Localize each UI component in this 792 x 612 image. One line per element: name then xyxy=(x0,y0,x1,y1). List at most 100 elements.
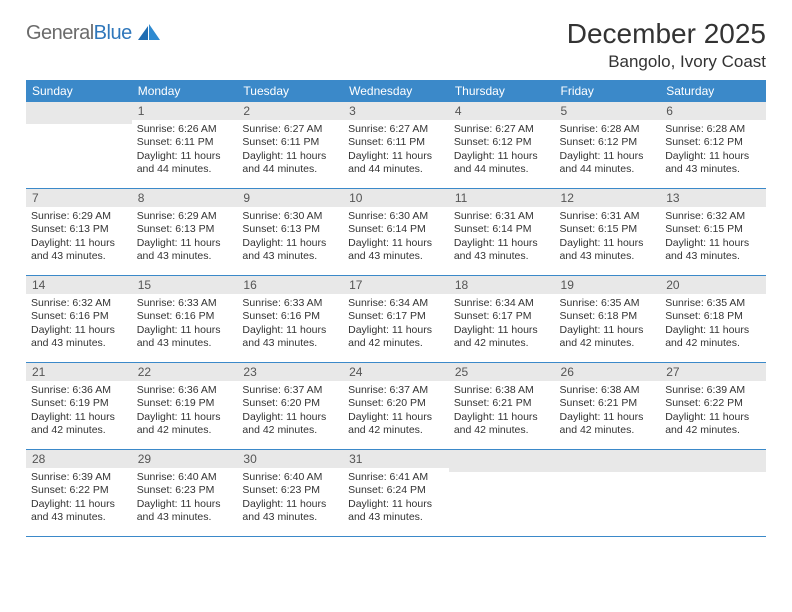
daylight-text: Daylight: 11 hours and 43 minutes. xyxy=(31,237,127,264)
day-number: 7 xyxy=(26,189,132,207)
sunrise-text: Sunrise: 6:32 AM xyxy=(31,297,127,310)
sunset-text: Sunset: 6:23 PM xyxy=(242,484,338,497)
day-details: Sunrise: 6:38 AMSunset: 6:21 PMDaylight:… xyxy=(449,381,555,442)
sunrise-text: Sunrise: 6:36 AM xyxy=(31,384,127,397)
sunset-text: Sunset: 6:12 PM xyxy=(454,136,550,149)
calendar-day-cell: 24Sunrise: 6:37 AMSunset: 6:20 PMDayligh… xyxy=(343,363,449,450)
calendar-day-cell: 8Sunrise: 6:29 AMSunset: 6:13 PMDaylight… xyxy=(132,189,238,276)
sunset-text: Sunset: 6:15 PM xyxy=(560,223,656,236)
day-number: 8 xyxy=(132,189,238,207)
sunrise-text: Sunrise: 6:34 AM xyxy=(454,297,550,310)
calendar-day-cell: 9Sunrise: 6:30 AMSunset: 6:13 PMDaylight… xyxy=(237,189,343,276)
sunset-text: Sunset: 6:14 PM xyxy=(454,223,550,236)
brand-logo: GeneralBlue xyxy=(26,18,160,45)
brand-part2: Blue xyxy=(94,22,132,44)
calendar-day-cell: 19Sunrise: 6:35 AMSunset: 6:18 PMDayligh… xyxy=(555,276,661,363)
sunset-text: Sunset: 6:13 PM xyxy=(137,223,233,236)
day-header: Tuesday xyxy=(237,80,343,102)
day-details: Sunrise: 6:27 AMSunset: 6:11 PMDaylight:… xyxy=(237,120,343,181)
calendar-day-cell: 30Sunrise: 6:40 AMSunset: 6:23 PMDayligh… xyxy=(237,450,343,537)
sunrise-text: Sunrise: 6:41 AM xyxy=(348,471,444,484)
day-number: 23 xyxy=(237,363,343,381)
sunset-text: Sunset: 6:18 PM xyxy=(560,310,656,323)
day-details: Sunrise: 6:34 AMSunset: 6:17 PMDaylight:… xyxy=(449,294,555,355)
sunset-text: Sunset: 6:22 PM xyxy=(31,484,127,497)
day-details: Sunrise: 6:32 AMSunset: 6:16 PMDaylight:… xyxy=(26,294,132,355)
calendar-table: Sunday Monday Tuesday Wednesday Thursday… xyxy=(26,80,766,537)
daylight-text: Daylight: 11 hours and 42 minutes. xyxy=(454,324,550,351)
day-number: 29 xyxy=(132,450,238,468)
calendar-day-cell: 18Sunrise: 6:34 AMSunset: 6:17 PMDayligh… xyxy=(449,276,555,363)
sunrise-text: Sunrise: 6:31 AM xyxy=(560,210,656,223)
day-number: 13 xyxy=(660,189,766,207)
sunset-text: Sunset: 6:23 PM xyxy=(137,484,233,497)
day-details: Sunrise: 6:35 AMSunset: 6:18 PMDaylight:… xyxy=(555,294,661,355)
month-title: December 2025 xyxy=(567,18,766,50)
sunset-text: Sunset: 6:17 PM xyxy=(454,310,550,323)
daylight-text: Daylight: 11 hours and 43 minutes. xyxy=(348,498,444,525)
daylight-text: Daylight: 11 hours and 43 minutes. xyxy=(665,237,761,264)
calendar-day-cell xyxy=(449,450,555,537)
sunrise-text: Sunrise: 6:27 AM xyxy=(454,123,550,136)
daylight-text: Daylight: 11 hours and 42 minutes. xyxy=(560,324,656,351)
day-header: Sunday xyxy=(26,80,132,102)
location-label: Bangolo, Ivory Coast xyxy=(567,52,766,72)
day-header: Wednesday xyxy=(343,80,449,102)
day-number: 4 xyxy=(449,102,555,120)
sunset-text: Sunset: 6:20 PM xyxy=(242,397,338,410)
day-details xyxy=(449,472,555,529)
sunset-text: Sunset: 6:14 PM xyxy=(348,223,444,236)
calendar-day-cell: 27Sunrise: 6:39 AMSunset: 6:22 PMDayligh… xyxy=(660,363,766,450)
sunrise-text: Sunrise: 6:30 AM xyxy=(348,210,444,223)
day-number: 26 xyxy=(555,363,661,381)
day-number: 1 xyxy=(132,102,238,120)
day-number: 21 xyxy=(26,363,132,381)
day-details: Sunrise: 6:28 AMSunset: 6:12 PMDaylight:… xyxy=(555,120,661,181)
calendar-day-cell: 4Sunrise: 6:27 AMSunset: 6:12 PMDaylight… xyxy=(449,102,555,189)
day-header: Thursday xyxy=(449,80,555,102)
calendar-day-cell: 13Sunrise: 6:32 AMSunset: 6:15 PMDayligh… xyxy=(660,189,766,276)
sunrise-text: Sunrise: 6:28 AM xyxy=(665,123,761,136)
day-details: Sunrise: 6:31 AMSunset: 6:15 PMDaylight:… xyxy=(555,207,661,268)
calendar-week-row: 14Sunrise: 6:32 AMSunset: 6:16 PMDayligh… xyxy=(26,276,766,363)
day-number: 11 xyxy=(449,189,555,207)
day-details: Sunrise: 6:30 AMSunset: 6:14 PMDaylight:… xyxy=(343,207,449,268)
daylight-text: Daylight: 11 hours and 44 minutes. xyxy=(137,150,233,177)
day-number: 2 xyxy=(237,102,343,120)
day-number: 27 xyxy=(660,363,766,381)
day-details: Sunrise: 6:29 AMSunset: 6:13 PMDaylight:… xyxy=(132,207,238,268)
calendar-week-row: 28Sunrise: 6:39 AMSunset: 6:22 PMDayligh… xyxy=(26,450,766,537)
sunset-text: Sunset: 6:13 PM xyxy=(31,223,127,236)
title-block: December 2025 Bangolo, Ivory Coast xyxy=(567,18,766,72)
daylight-text: Daylight: 11 hours and 42 minutes. xyxy=(560,411,656,438)
sunrise-text: Sunrise: 6:39 AM xyxy=(665,384,761,397)
daylight-text: Daylight: 11 hours and 44 minutes. xyxy=(242,150,338,177)
day-number: 15 xyxy=(132,276,238,294)
calendar-day-cell: 3Sunrise: 6:27 AMSunset: 6:11 PMDaylight… xyxy=(343,102,449,189)
sunset-text: Sunset: 6:11 PM xyxy=(242,136,338,149)
day-details: Sunrise: 6:39 AMSunset: 6:22 PMDaylight:… xyxy=(26,468,132,529)
sunrise-text: Sunrise: 6:31 AM xyxy=(454,210,550,223)
sunrise-text: Sunrise: 6:40 AM xyxy=(137,471,233,484)
calendar-day-cell xyxy=(660,450,766,537)
calendar-day-cell: 22Sunrise: 6:36 AMSunset: 6:19 PMDayligh… xyxy=(132,363,238,450)
sunrise-text: Sunrise: 6:26 AM xyxy=(137,123,233,136)
daylight-text: Daylight: 11 hours and 42 minutes. xyxy=(31,411,127,438)
sunset-text: Sunset: 6:12 PM xyxy=(560,136,656,149)
day-number: 14 xyxy=(26,276,132,294)
sail-icon xyxy=(138,24,160,45)
calendar-day-cell: 10Sunrise: 6:30 AMSunset: 6:14 PMDayligh… xyxy=(343,189,449,276)
day-details: Sunrise: 6:30 AMSunset: 6:13 PMDaylight:… xyxy=(237,207,343,268)
day-details: Sunrise: 6:40 AMSunset: 6:23 PMDaylight:… xyxy=(237,468,343,529)
day-number-empty xyxy=(449,450,555,472)
day-details: Sunrise: 6:33 AMSunset: 6:16 PMDaylight:… xyxy=(132,294,238,355)
daylight-text: Daylight: 11 hours and 42 minutes. xyxy=(454,411,550,438)
day-number: 18 xyxy=(449,276,555,294)
calendar-day-cell: 1Sunrise: 6:26 AMSunset: 6:11 PMDaylight… xyxy=(132,102,238,189)
day-details: Sunrise: 6:27 AMSunset: 6:12 PMDaylight:… xyxy=(449,120,555,181)
sunrise-text: Sunrise: 6:35 AM xyxy=(665,297,761,310)
calendar-day-cell: 17Sunrise: 6:34 AMSunset: 6:17 PMDayligh… xyxy=(343,276,449,363)
sunset-text: Sunset: 6:21 PM xyxy=(560,397,656,410)
sunrise-text: Sunrise: 6:27 AM xyxy=(348,123,444,136)
calendar-week-row: 21Sunrise: 6:36 AMSunset: 6:19 PMDayligh… xyxy=(26,363,766,450)
